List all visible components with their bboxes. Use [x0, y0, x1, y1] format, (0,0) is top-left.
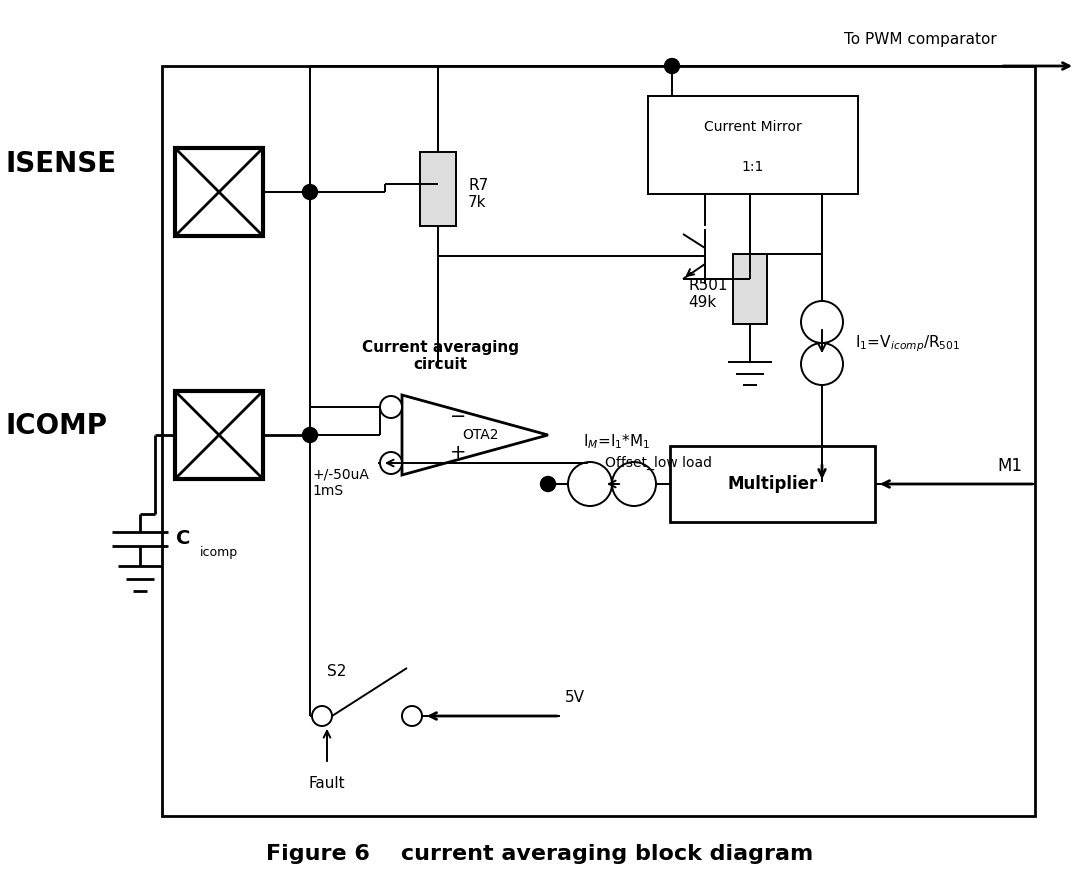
Text: I$_1$=V$_{icomp}$/R$_{501}$: I$_1$=V$_{icomp}$/R$_{501}$: [855, 333, 960, 354]
Text: R7
7k: R7 7k: [468, 178, 488, 210]
Bar: [175, 148, 264, 236]
Text: Offset_low load: Offset_low load: [605, 456, 712, 470]
Circle shape: [302, 428, 318, 443]
Text: ICOMP: ICOMP: [5, 412, 107, 440]
Text: icomp: icomp: [200, 546, 238, 559]
Bar: [733, 254, 767, 324]
Bar: [420, 152, 456, 226]
Text: To PWM comparator: To PWM comparator: [843, 32, 997, 47]
Text: S2: S2: [327, 664, 347, 679]
Circle shape: [801, 301, 843, 343]
Circle shape: [801, 343, 843, 385]
Text: 1:1: 1:1: [742, 160, 765, 174]
Text: OTA2: OTA2: [462, 428, 499, 442]
Bar: [162, 66, 1035, 816]
Text: +: +: [449, 444, 467, 462]
Polygon shape: [402, 395, 548, 475]
Circle shape: [302, 185, 318, 200]
Circle shape: [568, 462, 612, 506]
Text: I$_M$=I$_1$*M$_1$: I$_M$=I$_1$*M$_1$: [583, 432, 651, 452]
Circle shape: [540, 476, 555, 492]
Text: ISENSE: ISENSE: [5, 150, 117, 178]
Circle shape: [380, 452, 402, 474]
Text: Current averaging
circuit: Current averaging circuit: [362, 339, 518, 372]
Text: Current Mirror: Current Mirror: [704, 120, 801, 134]
Bar: [175, 391, 264, 479]
Circle shape: [402, 706, 422, 726]
Text: Multiplier: Multiplier: [727, 475, 818, 493]
Bar: [670, 446, 875, 522]
Text: $\mathbf{C}$: $\mathbf{C}$: [175, 529, 190, 548]
Bar: [648, 96, 858, 194]
Circle shape: [612, 462, 656, 506]
Text: M1: M1: [998, 457, 1023, 475]
Circle shape: [664, 58, 679, 73]
Circle shape: [380, 396, 402, 418]
Text: R501
49k: R501 49k: [688, 278, 728, 310]
Circle shape: [312, 706, 332, 726]
Text: −: −: [449, 408, 467, 426]
Text: 5V: 5V: [565, 690, 585, 705]
Text: +/-50uA
1mS: +/-50uA 1mS: [312, 468, 369, 499]
Text: Fault: Fault: [309, 776, 346, 791]
Text: Figure 6    current averaging block diagram: Figure 6 current averaging block diagram: [267, 844, 813, 864]
